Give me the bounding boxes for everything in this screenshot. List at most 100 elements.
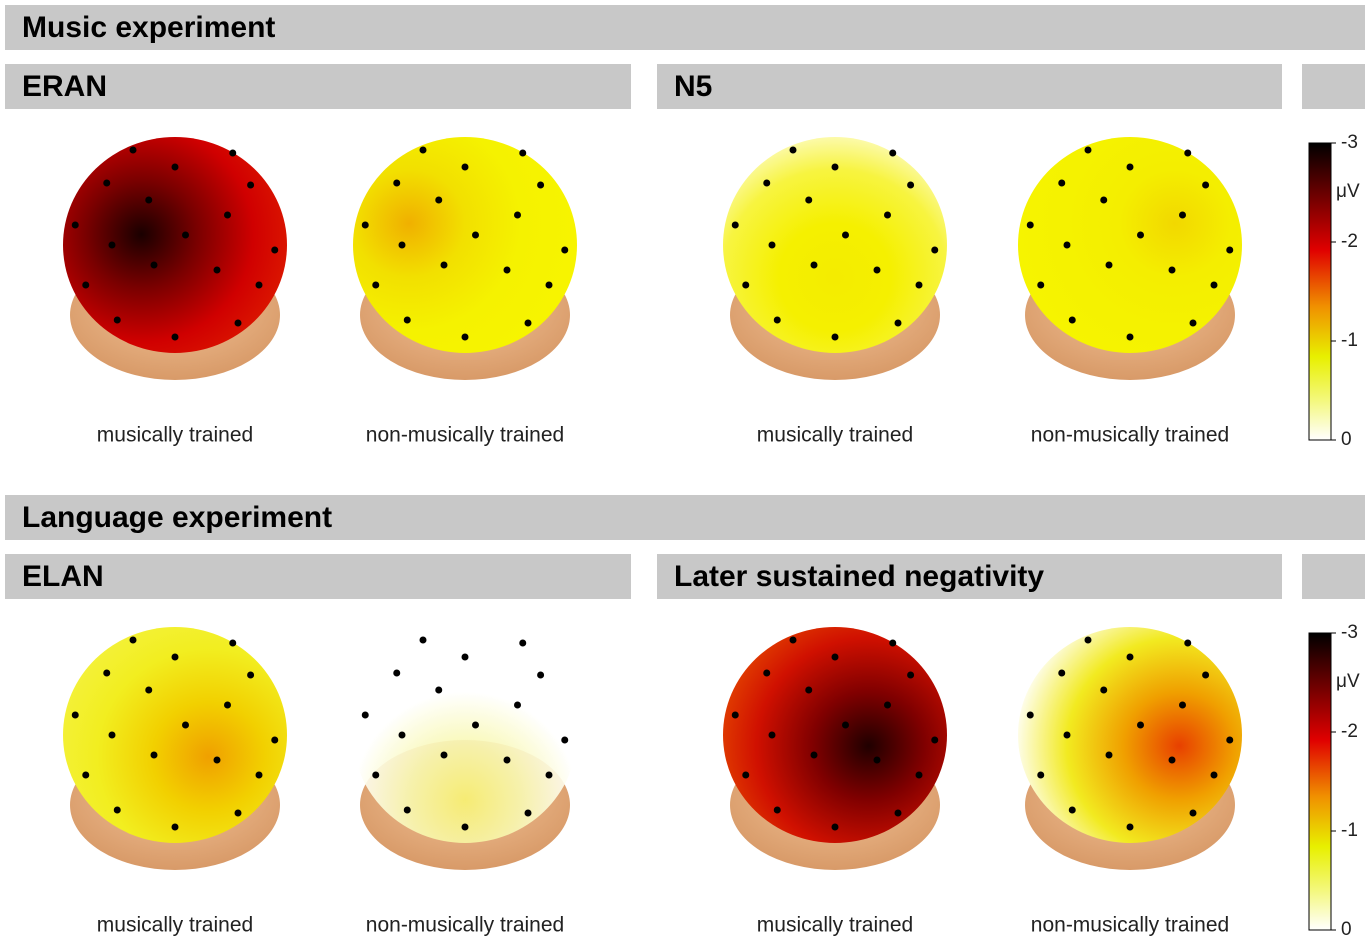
electrode — [1226, 736, 1234, 744]
electrode — [398, 731, 406, 739]
electrode — [1084, 146, 1092, 154]
electrode — [519, 149, 527, 157]
electrode — [461, 653, 469, 661]
electrode — [150, 751, 158, 759]
electrode — [731, 221, 739, 229]
scalp-map — [1018, 137, 1242, 353]
electrode — [419, 636, 427, 644]
electrode — [129, 636, 137, 644]
electrode — [234, 809, 242, 817]
electrode — [1126, 823, 1134, 831]
scalp-map — [1018, 627, 1242, 843]
electrode — [907, 671, 915, 679]
electrode — [461, 333, 469, 341]
colorbar-unit: μV — [1336, 181, 1360, 202]
electrode — [831, 163, 839, 171]
electrode — [224, 211, 231, 219]
electrode — [113, 806, 121, 814]
electrode — [514, 211, 521, 219]
electrode — [763, 179, 771, 187]
electrode — [1168, 266, 1176, 274]
electrode — [403, 806, 411, 814]
electrode — [503, 756, 511, 764]
electrode — [545, 771, 553, 779]
electrode — [831, 823, 839, 831]
electrode — [915, 281, 923, 289]
head-label: non-musically trained — [1031, 424, 1229, 447]
electrode — [398, 241, 406, 249]
electrode — [393, 179, 401, 187]
electrode — [229, 639, 237, 647]
electrode — [1126, 653, 1134, 661]
panel-title: Later sustained negativity — [674, 560, 1044, 593]
panel-header-bar — [1302, 554, 1365, 599]
panel-header-bar — [657, 554, 1282, 599]
colorbar — [1308, 142, 1332, 441]
electrode — [71, 221, 79, 229]
electrode — [440, 751, 448, 759]
head — [723, 137, 947, 380]
colorbar-tick-label: -2 — [1341, 231, 1358, 252]
electrode — [773, 316, 781, 324]
electrode — [461, 823, 469, 831]
head-label: non-musically trained — [366, 424, 564, 447]
electrode — [524, 809, 532, 817]
electrode — [873, 756, 881, 764]
electrode — [763, 669, 771, 677]
head — [723, 627, 947, 870]
electrode — [234, 319, 242, 327]
electrode — [171, 653, 179, 661]
panel-header-bar — [657, 64, 1282, 109]
electrode — [145, 196, 153, 204]
electrode — [1068, 806, 1076, 814]
electrode — [931, 736, 939, 744]
head-label: musically trained — [757, 914, 913, 937]
electrode — [271, 246, 279, 254]
electrode — [150, 261, 158, 269]
electrode — [108, 731, 116, 739]
electrode — [1226, 246, 1234, 254]
electrode — [247, 671, 255, 679]
electrode — [113, 316, 121, 324]
electrode — [514, 701, 521, 709]
panel-header-bar — [5, 64, 631, 109]
electrode — [503, 266, 511, 274]
electrode — [889, 149, 897, 157]
electrode — [524, 319, 532, 327]
scalp-map — [723, 627, 947, 843]
electrode — [103, 669, 111, 677]
electrode — [182, 721, 189, 729]
colorbar-tick-label: -3 — [1341, 132, 1358, 153]
electrode — [108, 241, 116, 249]
electrode — [1126, 163, 1134, 171]
electrode — [537, 181, 545, 189]
section-header-bar — [5, 5, 1365, 50]
electrode — [419, 146, 427, 154]
electrode — [1037, 771, 1045, 779]
electrode — [1063, 731, 1071, 739]
panel-title: ELAN — [22, 560, 104, 593]
electrode — [873, 266, 881, 274]
electrode — [229, 149, 237, 157]
section-title: Music experiment — [22, 11, 275, 44]
colorbar — [1308, 632, 1332, 931]
electrode — [247, 181, 255, 189]
electrode — [561, 736, 569, 744]
electrode — [393, 669, 401, 677]
electrode — [1210, 771, 1218, 779]
scalp-map — [353, 137, 577, 353]
electrode — [361, 221, 369, 229]
panel-title: ERAN — [22, 70, 107, 103]
electrode — [915, 771, 923, 779]
electrode — [1100, 196, 1108, 204]
electrode — [831, 653, 839, 661]
electrode — [1179, 211, 1186, 219]
electrode — [372, 771, 380, 779]
electrode — [1105, 751, 1113, 759]
electrode — [805, 686, 813, 694]
colorbar-tick-label: -1 — [1341, 820, 1358, 841]
head — [1018, 627, 1242, 870]
electrode — [561, 246, 569, 254]
electrode — [361, 711, 369, 719]
electrode — [889, 639, 897, 647]
